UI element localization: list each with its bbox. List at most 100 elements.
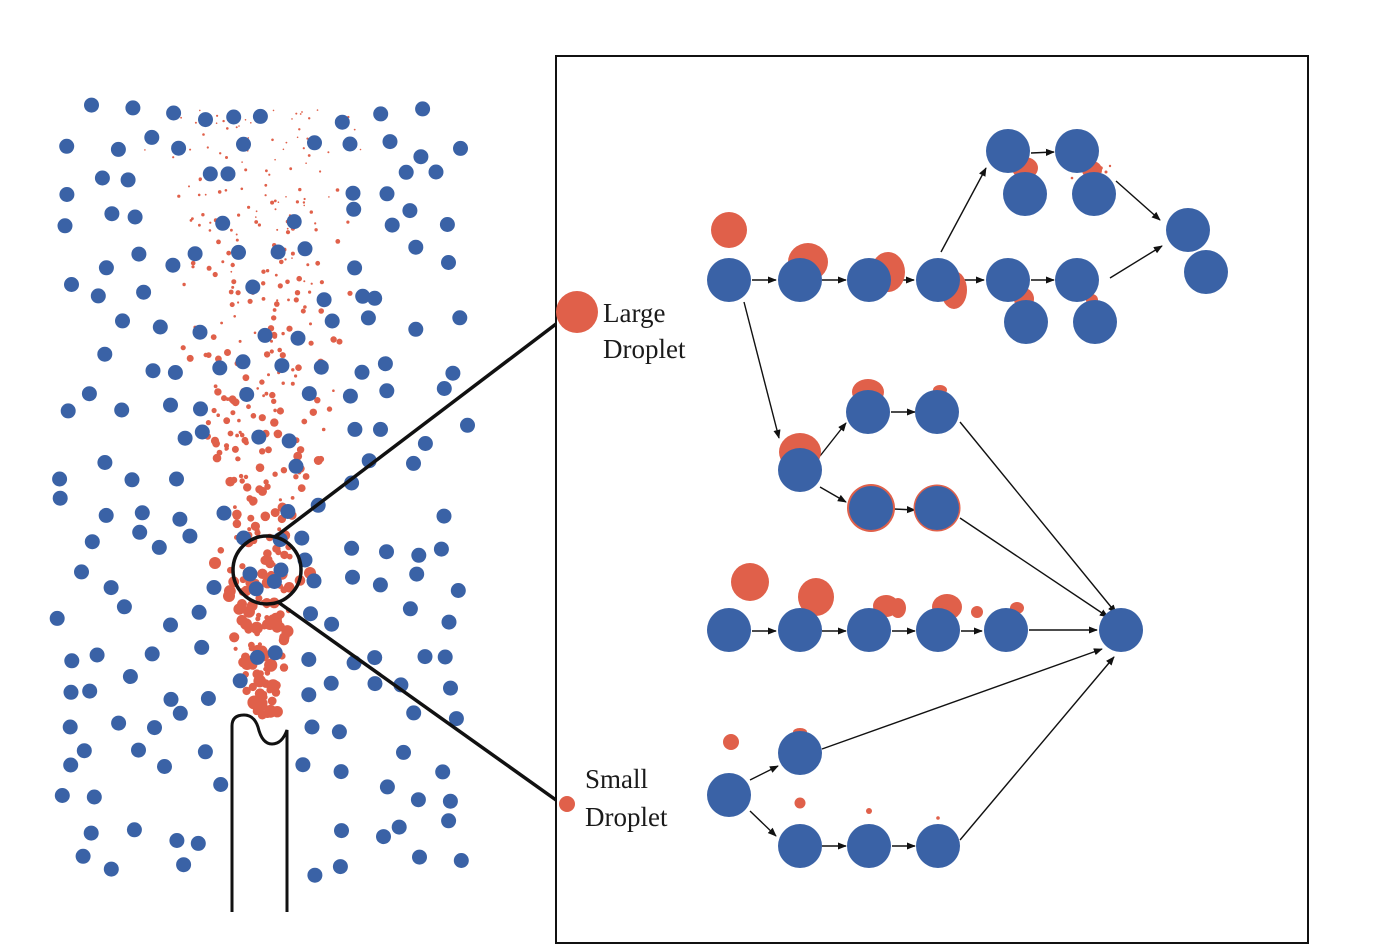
small-droplet bbox=[866, 808, 872, 814]
droplet-dot bbox=[264, 704, 277, 718]
droplet-dot bbox=[328, 196, 330, 198]
particle-dot bbox=[215, 215, 231, 231]
droplet-dot bbox=[277, 201, 280, 203]
droplet-dot bbox=[276, 407, 284, 415]
droplet-dot bbox=[214, 388, 222, 396]
droplet-dot bbox=[238, 125, 240, 127]
particle-dot bbox=[286, 214, 302, 230]
droplet-dot bbox=[262, 394, 265, 398]
droplet-dot bbox=[202, 133, 205, 136]
droplet-dot bbox=[257, 223, 261, 227]
droplet-dot bbox=[298, 128, 301, 131]
droplet-dot bbox=[233, 603, 245, 615]
particle-dot bbox=[216, 505, 232, 521]
droplet-dot bbox=[301, 418, 308, 425]
droplet-dot bbox=[261, 269, 266, 274]
particle-dot bbox=[131, 742, 146, 758]
particle-dot bbox=[176, 857, 192, 873]
droplet-dot bbox=[303, 305, 307, 309]
particle bbox=[1055, 258, 1099, 302]
particle-dot bbox=[144, 129, 160, 145]
droplet-dot bbox=[319, 170, 322, 173]
droplet-dot bbox=[241, 436, 249, 444]
droplet-dot bbox=[247, 298, 253, 304]
particle bbox=[849, 486, 893, 530]
particle-dot bbox=[334, 114, 350, 130]
particle-dot bbox=[182, 528, 198, 544]
satellite-droplet bbox=[1070, 176, 1074, 180]
droplet-dot bbox=[246, 404, 251, 410]
particle-dot bbox=[301, 687, 317, 703]
droplet-dot bbox=[316, 109, 319, 111]
droplet-dot bbox=[231, 279, 237, 285]
droplet-dot bbox=[280, 550, 289, 560]
droplet-dot bbox=[225, 397, 230, 401]
droplet-dot bbox=[336, 338, 343, 345]
droplet-dot bbox=[223, 443, 230, 449]
droplet-dot bbox=[268, 698, 275, 705]
particle-dot bbox=[402, 203, 418, 219]
droplet-dot bbox=[274, 273, 278, 277]
droplet-dot bbox=[259, 448, 266, 455]
pathway-arrow bbox=[821, 648, 1103, 750]
particle-dot bbox=[75, 848, 91, 864]
particle-dot bbox=[439, 217, 455, 232]
particle-dot bbox=[206, 580, 222, 595]
particle-dot bbox=[354, 364, 370, 380]
particle-dot bbox=[212, 360, 228, 376]
droplet-dot bbox=[247, 514, 255, 522]
droplet-dot bbox=[217, 190, 222, 194]
droplet-dot bbox=[285, 279, 290, 285]
particle-dot bbox=[373, 421, 388, 437]
droplet-dot bbox=[276, 228, 279, 231]
pathway-arrow bbox=[940, 167, 987, 253]
particle bbox=[916, 608, 960, 652]
particle-dot bbox=[190, 835, 206, 851]
particle-dot bbox=[89, 647, 105, 663]
particle bbox=[707, 773, 751, 817]
droplet-dot bbox=[221, 260, 225, 264]
particle-dot bbox=[280, 504, 296, 519]
droplet-dot bbox=[258, 414, 266, 422]
droplet-dot bbox=[272, 308, 277, 312]
droplet-dot bbox=[265, 169, 268, 173]
particle-dot bbox=[213, 777, 229, 792]
droplet-dot bbox=[295, 200, 299, 204]
droplet-dot bbox=[237, 213, 241, 217]
droplet-dot bbox=[261, 281, 266, 286]
particle-dot bbox=[347, 421, 363, 437]
droplet-dot bbox=[280, 467, 288, 474]
particle-dot bbox=[441, 614, 457, 630]
droplet-dot bbox=[335, 239, 341, 244]
pathway-arrow bbox=[749, 765, 779, 781]
particle-dot bbox=[165, 257, 181, 273]
droplet-dot bbox=[232, 519, 242, 529]
particle-dot bbox=[355, 288, 371, 304]
particle-dot bbox=[252, 108, 268, 124]
droplet-dot bbox=[235, 290, 241, 296]
droplet-dot bbox=[233, 315, 236, 318]
particle-dot bbox=[249, 649, 265, 665]
zoom-line-top bbox=[273, 322, 558, 539]
droplet-dot bbox=[238, 430, 242, 434]
particle-dot bbox=[115, 313, 130, 329]
droplet-dot bbox=[314, 397, 321, 404]
droplet-dot bbox=[230, 410, 236, 416]
droplet-dot bbox=[281, 331, 285, 336]
droplet-dot bbox=[194, 121, 197, 124]
droplet-dot bbox=[220, 321, 224, 325]
droplet-dot bbox=[265, 269, 270, 273]
droplet-dot bbox=[306, 263, 310, 267]
particle-dot bbox=[147, 720, 162, 736]
droplet-dot bbox=[267, 373, 270, 377]
droplet-dot bbox=[274, 158, 276, 161]
droplet-dot bbox=[279, 663, 289, 672]
particle-dot bbox=[445, 365, 461, 381]
droplet-dot bbox=[212, 271, 218, 278]
pathway-arrow bbox=[1115, 180, 1161, 221]
particle-dot bbox=[410, 792, 426, 808]
droplet-dot bbox=[301, 111, 303, 113]
particle-dot bbox=[345, 569, 360, 585]
droplet-dot bbox=[264, 483, 271, 490]
